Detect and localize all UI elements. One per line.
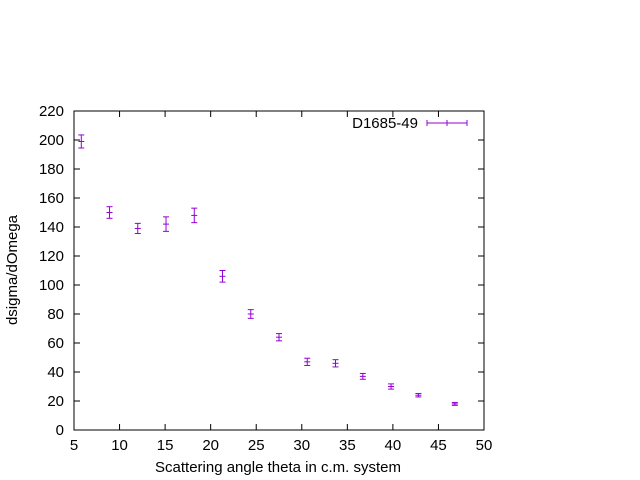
- y-tick-label: 140: [39, 219, 64, 236]
- y-tick-label: 180: [39, 161, 64, 178]
- x-tick-label: 25: [248, 437, 265, 454]
- x-tick-label: 35: [339, 437, 356, 454]
- x-tick-label: 20: [202, 437, 219, 454]
- x-tick-label: 45: [430, 437, 447, 454]
- x-axis-ticks: 5 10 15 20 25 30 35 40 45 50: [70, 111, 493, 454]
- data-point: [247, 309, 254, 319]
- y-tick-label: 20: [47, 393, 64, 410]
- legend-sample: [426, 120, 468, 126]
- x-axis-title: Scattering angle theta in c.m. system: [155, 459, 401, 476]
- data-point: [304, 357, 311, 366]
- plot-frame: [73, 110, 485, 431]
- data-points: [78, 134, 458, 406]
- y-tick-label: 120: [39, 248, 64, 265]
- y-tick-label: 80: [47, 306, 64, 323]
- y-tick-label: 100: [39, 277, 64, 294]
- data-point: [219, 270, 226, 283]
- legend-label: D1685-49: [352, 115, 418, 132]
- y-tick-label: 160: [39, 190, 64, 207]
- y-axis-title: dsigma/dOmega: [4, 214, 21, 325]
- x-tick-label: 15: [157, 437, 174, 454]
- data-point: [191, 207, 198, 224]
- data-point: [276, 333, 282, 342]
- data-point: [388, 383, 395, 390]
- data-point: [451, 401, 458, 406]
- data-point: [134, 222, 141, 235]
- y-tick-label: 0: [56, 422, 64, 439]
- y-tick-label: 220: [39, 103, 64, 120]
- x-tick-label: 5: [70, 437, 78, 454]
- data-point: [106, 206, 113, 219]
- y-tick-label: 40: [47, 364, 64, 381]
- legend: D1685-49: [352, 115, 468, 132]
- data-point: [163, 216, 170, 232]
- x-tick-label: 50: [476, 437, 493, 454]
- x-tick-label: 10: [111, 437, 128, 454]
- data-point: [359, 372, 366, 380]
- data-point: [78, 134, 85, 149]
- y-axis-ticks: 0 20 40 60 80 100 120 140 160 180 200 220: [39, 103, 484, 439]
- data-point: [415, 392, 422, 398]
- x-tick-label: 30: [293, 437, 310, 454]
- data-point: [332, 359, 339, 368]
- x-tick-label: 40: [385, 437, 402, 454]
- y-tick-label: 200: [39, 132, 64, 149]
- y-tick-label: 60: [47, 335, 64, 352]
